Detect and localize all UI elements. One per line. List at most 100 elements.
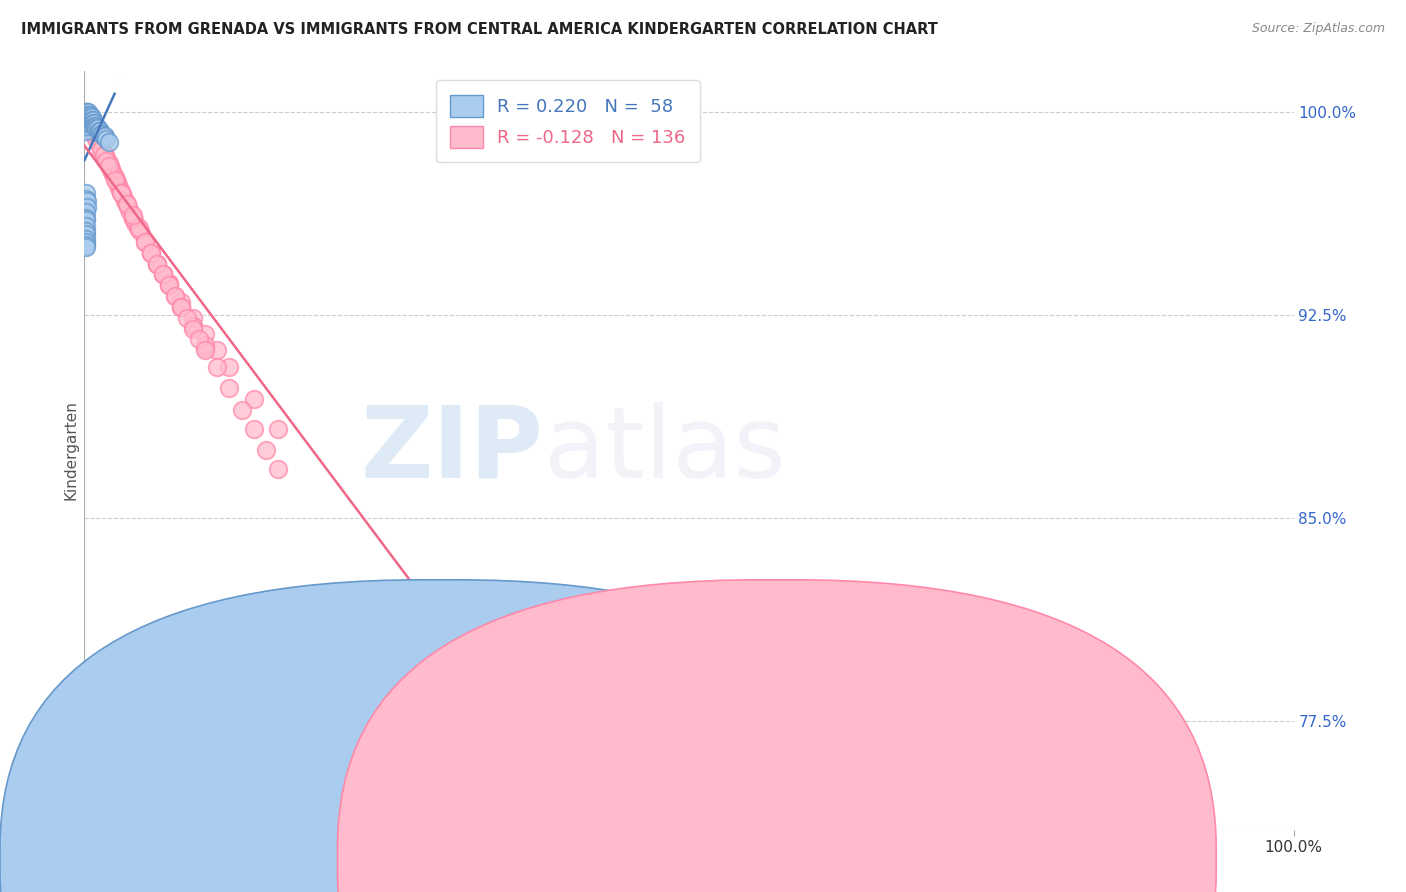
Point <box>86 132 108 146</box>
Point <box>77 113 100 128</box>
Point <box>139 245 162 260</box>
Point <box>593 700 616 714</box>
Point <box>75 116 97 130</box>
Point <box>146 257 169 271</box>
Point <box>76 108 98 122</box>
Point <box>79 113 101 128</box>
Point <box>79 116 101 130</box>
Point <box>157 278 180 293</box>
Point <box>110 184 132 198</box>
Point <box>170 300 193 314</box>
Point <box>146 257 169 271</box>
Point <box>94 129 117 144</box>
Point <box>104 172 127 186</box>
Point <box>80 116 103 130</box>
Point <box>121 211 143 225</box>
Point <box>89 137 111 152</box>
Point <box>121 208 143 222</box>
Point <box>75 211 97 225</box>
Point <box>101 164 124 178</box>
Point <box>188 333 211 347</box>
Point <box>75 240 97 254</box>
Point <box>75 113 97 128</box>
Point <box>77 111 100 125</box>
Point <box>139 245 162 260</box>
Point <box>80 121 103 136</box>
Point <box>96 153 118 168</box>
Point <box>181 318 204 333</box>
Point <box>86 121 108 136</box>
Point <box>181 321 204 335</box>
Point <box>176 310 198 325</box>
Point <box>83 121 105 136</box>
Point <box>100 161 122 176</box>
Point <box>76 113 98 128</box>
Point <box>170 294 193 309</box>
Point <box>86 121 108 136</box>
Point <box>77 105 100 120</box>
Point <box>103 167 125 181</box>
Point <box>94 153 117 168</box>
Point <box>94 151 117 165</box>
Point <box>75 224 97 238</box>
Point <box>146 257 169 271</box>
Point <box>86 119 108 133</box>
Point <box>82 113 104 128</box>
Point <box>75 108 97 122</box>
Point <box>267 422 290 436</box>
Point <box>110 186 132 201</box>
Point <box>97 159 120 173</box>
Point <box>152 268 174 282</box>
Point <box>157 278 180 293</box>
Point <box>75 235 97 249</box>
Point <box>91 127 114 141</box>
Point <box>139 245 162 260</box>
Point <box>128 221 150 235</box>
Point <box>654 765 676 780</box>
Point <box>267 462 290 476</box>
Point <box>75 205 97 219</box>
Point <box>115 197 138 211</box>
Point <box>107 178 129 192</box>
Point <box>75 119 97 133</box>
Point <box>76 119 98 133</box>
Point <box>108 181 131 195</box>
Point <box>77 108 100 122</box>
Point <box>75 105 97 120</box>
Point <box>194 326 217 341</box>
Point <box>134 235 156 249</box>
Point <box>77 113 100 128</box>
Point <box>77 108 100 122</box>
Point <box>152 268 174 282</box>
Point <box>104 172 127 186</box>
Point <box>82 124 104 138</box>
Point <box>127 221 149 235</box>
Point <box>218 381 240 395</box>
Point <box>90 143 112 157</box>
Point <box>152 268 174 282</box>
Point <box>165 289 187 303</box>
Point <box>231 402 253 417</box>
Point <box>75 213 97 227</box>
Point <box>121 211 143 225</box>
Point <box>98 159 121 173</box>
Legend: R = 0.220   N =  58, R = -0.128   N = 136: R = 0.220 N = 58, R = -0.128 N = 136 <box>436 80 700 162</box>
Point <box>77 111 100 125</box>
Point <box>76 194 98 209</box>
Point <box>87 135 110 149</box>
Point <box>97 135 120 149</box>
Point <box>82 119 104 133</box>
Point <box>75 105 97 120</box>
Point <box>104 169 127 184</box>
Point <box>94 148 117 162</box>
Point <box>129 224 152 238</box>
Point <box>76 105 98 120</box>
Point <box>77 116 100 130</box>
Point <box>84 127 107 141</box>
Point <box>170 300 193 314</box>
Point <box>139 245 162 260</box>
Point <box>75 186 97 201</box>
Point <box>207 359 229 374</box>
Text: IMMIGRANTS FROM GRENADA VS IMMIGRANTS FROM CENTRAL AMERICA KINDERGARTEN CORRELAT: IMMIGRANTS FROM GRENADA VS IMMIGRANTS FR… <box>21 22 938 37</box>
Point <box>76 116 98 130</box>
